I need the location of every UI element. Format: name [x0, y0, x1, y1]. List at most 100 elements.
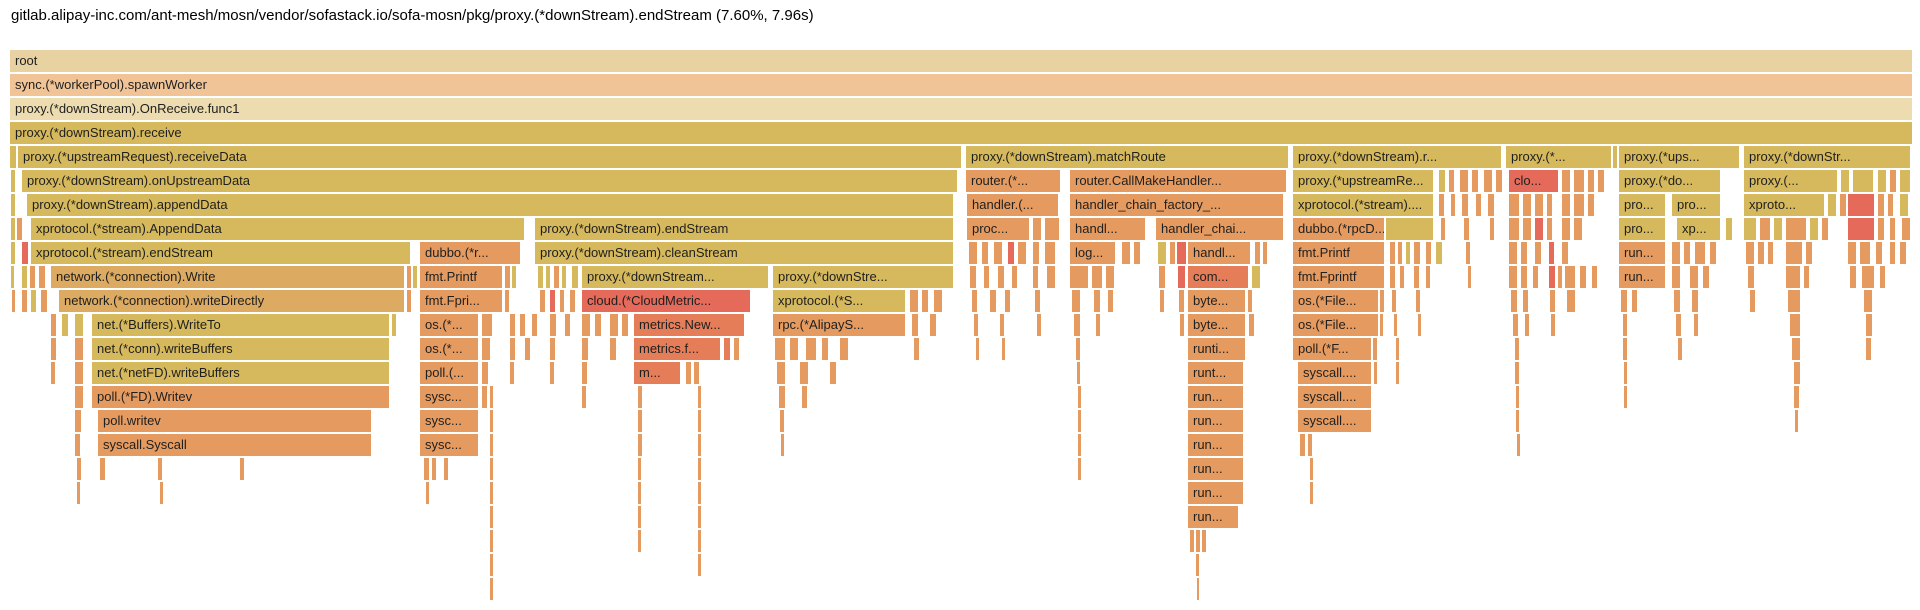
flame-sliver[interactable]: [1033, 242, 1039, 264]
flame-frame[interactable]: byte...: [1188, 314, 1245, 336]
flame-sliver[interactable]: [1902, 218, 1910, 240]
flame-sliver[interactable]: [1252, 266, 1260, 288]
flame-sliver[interactable]: [976, 338, 979, 360]
flame-sliver[interactable]: [407, 290, 411, 312]
flame-sliver[interactable]: [1860, 242, 1870, 264]
flame-sliver[interactable]: [1513, 314, 1518, 336]
flame-sliver[interactable]: [22, 290, 27, 312]
flame-sliver[interactable]: [75, 314, 83, 336]
flame-sliver[interactable]: [1900, 194, 1908, 216]
flame-sliver[interactable]: [638, 434, 642, 456]
flame-sliver[interactable]: [1672, 266, 1680, 288]
flame-sliver[interactable]: [550, 290, 555, 312]
flame-sliver[interactable]: [1178, 266, 1185, 288]
flame-sliver[interactable]: [1760, 218, 1770, 240]
flame-frame[interactable]: fmt.Fprintf: [1293, 266, 1384, 288]
flame-frame[interactable]: network.(*connection).Write: [51, 266, 404, 288]
flame-sliver[interactable]: [51, 362, 55, 384]
flame-sliver[interactable]: [1396, 338, 1399, 360]
flame-sliver[interactable]: [1794, 386, 1799, 408]
flame-sliver[interactable]: [1310, 482, 1313, 504]
flame-frame[interactable]: proxy.(*downStream).OnReceive.func1: [10, 98, 1912, 120]
flame-sliver[interactable]: [1400, 266, 1404, 288]
flame-sliver[interactable]: [1758, 242, 1764, 264]
flame-frame[interactable]: sync.(*workerPool).spawnWorker: [10, 74, 1912, 96]
flame-frame[interactable]: router.CallMakeHandler...: [1070, 170, 1286, 192]
flame-sliver[interactable]: [1794, 362, 1800, 384]
flame-sliver[interactable]: [17, 218, 22, 240]
flame-sliver[interactable]: [914, 338, 919, 360]
flame-frame[interactable]: proxy.(*downStre...: [773, 266, 953, 288]
flame-sliver[interactable]: [1476, 194, 1481, 216]
flame-sliver[interactable]: [407, 266, 411, 288]
flame-sliver[interactable]: [910, 290, 918, 312]
flame-frame[interactable]: xprotocol.(*stream)....: [1293, 194, 1433, 216]
flame-frame[interactable]: fmt.Fpri...: [420, 290, 502, 312]
flame-sliver[interactable]: [638, 506, 641, 528]
flame-frame[interactable]: pro...: [1619, 194, 1665, 216]
flame-sliver[interactable]: [12, 290, 15, 312]
flame-sliver[interactable]: [1810, 218, 1818, 240]
flame-sliver[interactable]: [1516, 410, 1519, 432]
flame-frame[interactable]: proxy.(...: [1744, 170, 1837, 192]
flame-sliver[interactable]: [1418, 314, 1421, 336]
flame-frame[interactable]: proxy.(*...: [1506, 146, 1611, 168]
flame-sliver[interactable]: [1436, 242, 1442, 264]
flame-sliver[interactable]: [75, 338, 83, 360]
flame-sliver[interactable]: [1300, 434, 1305, 456]
flame-sliver[interactable]: [444, 458, 448, 480]
flame-sliver[interactable]: [1398, 242, 1402, 264]
flame-sliver[interactable]: [426, 482, 429, 504]
flame-sliver[interactable]: [1414, 266, 1419, 288]
flame-sliver[interactable]: [1466, 242, 1470, 264]
flame-frame[interactable]: cloud.(*CloudMetric...: [582, 290, 750, 312]
flame-sliver[interactable]: [1078, 458, 1081, 480]
flame-sliver[interactable]: [1509, 242, 1517, 264]
flame-frame[interactable]: proxy.(*do...: [1619, 170, 1720, 192]
flame-frame[interactable]: run...: [1188, 410, 1243, 432]
flame-sliver[interactable]: [1108, 290, 1113, 312]
flame-sliver[interactable]: [1621, 290, 1627, 312]
flame-sliver[interactable]: [490, 554, 493, 576]
flame-sliver[interactable]: [972, 290, 977, 312]
flame-sliver[interactable]: [1439, 170, 1445, 192]
flame-sliver[interactable]: [1490, 218, 1494, 240]
flame-frame[interactable]: run...: [1188, 482, 1243, 504]
flame-sliver[interactable]: [1678, 338, 1682, 360]
flame-sliver[interactable]: [1078, 386, 1081, 408]
flame-frame[interactable]: proxy.(*downStr...: [1744, 146, 1910, 168]
flame-frame[interactable]: network.(*connection).writeDirectly: [59, 290, 404, 312]
flame-sliver[interactable]: [1122, 242, 1130, 264]
flame-sliver[interactable]: [565, 314, 570, 336]
flame-frame[interactable]: xprotocol.(*stream).AppendData: [31, 218, 524, 240]
flame-sliver[interactable]: [62, 314, 68, 336]
flame-frame[interactable]: proxy.(*upstreamRe...: [1293, 170, 1433, 192]
flame-sliver[interactable]: [622, 314, 628, 336]
flame-sliver[interactable]: [780, 410, 784, 432]
flame-sliver[interactable]: [582, 386, 586, 408]
flame-sliver[interactable]: [525, 338, 530, 360]
flame-sliver[interactable]: [1426, 266, 1430, 288]
flame-frame[interactable]: xproto...: [1744, 194, 1824, 216]
flame-sliver[interactable]: [1406, 242, 1410, 264]
flame-sliver[interactable]: [510, 362, 514, 384]
flame-sliver[interactable]: [922, 290, 928, 312]
flame-sliver[interactable]: [240, 458, 244, 480]
flame-sliver[interactable]: [538, 266, 543, 288]
flame-sliver[interactable]: [1866, 338, 1871, 360]
flame-frame[interactable]: com...: [1188, 266, 1248, 288]
flame-sliver[interactable]: [1862, 266, 1874, 288]
flame-sliver[interactable]: [595, 314, 601, 336]
flame-sliver[interactable]: [1632, 290, 1637, 312]
flame-frame[interactable]: byte...: [1188, 290, 1245, 312]
flame-frame[interactable]: run...: [1619, 242, 1665, 264]
flame-sliver[interactable]: [930, 314, 936, 336]
flame-sliver[interactable]: [1496, 170, 1502, 192]
flame-sliver[interactable]: [490, 434, 493, 456]
flame-sliver[interactable]: [990, 290, 996, 312]
flame-sliver[interactable]: [1033, 266, 1038, 288]
flame-sliver[interactable]: [505, 266, 510, 288]
flame-sliver[interactable]: [11, 266, 14, 288]
flame-sliver[interactable]: [1853, 170, 1873, 192]
flame-sliver[interactable]: [698, 386, 701, 408]
